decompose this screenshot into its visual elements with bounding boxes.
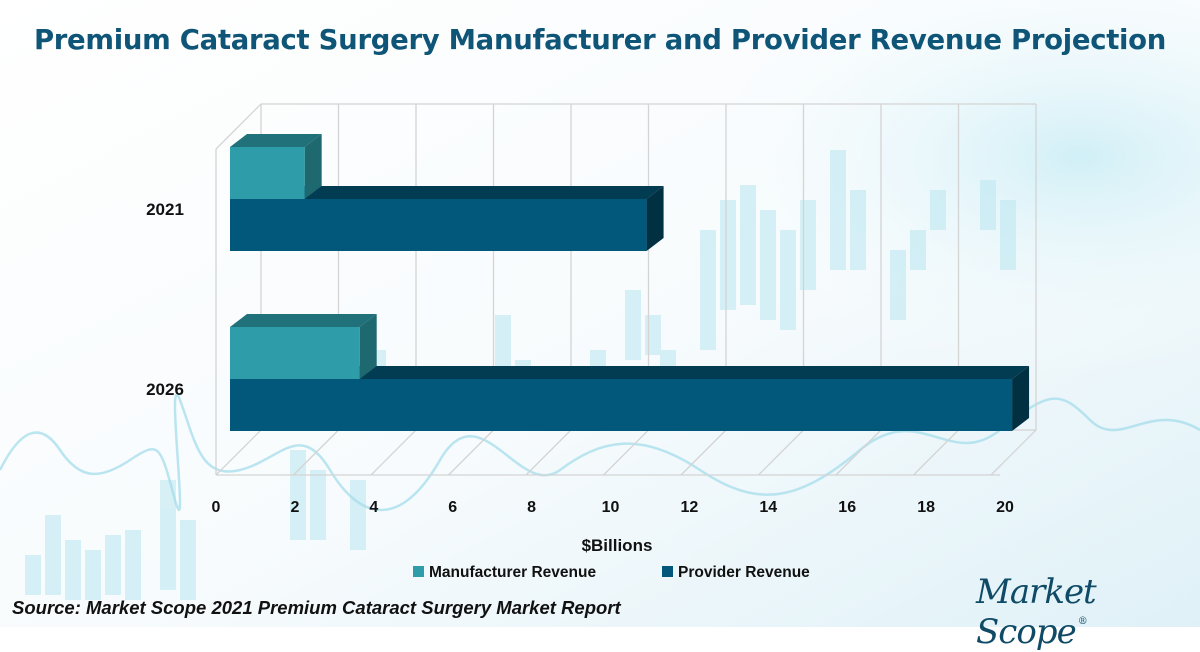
x-tick-label: 4 <box>369 499 378 516</box>
floor-gridline <box>293 429 339 476</box>
floor-gridline <box>913 429 959 476</box>
x-axis-ticks: 0 2 4 6 8 10 12 14 16 18 20 <box>212 499 1014 516</box>
background-decor-bar <box>700 230 716 350</box>
bar-side-face <box>646 186 664 251</box>
x-tick-label: 12 <box>681 499 699 516</box>
background-decor-bar <box>720 200 736 310</box>
bar-chart: 0 2 4 6 8 10 12 14 16 18 20 2021 2026 $Billions Man… <box>146 103 1037 581</box>
background-decor-bar <box>930 190 946 230</box>
bar-manufacturer-revenue-2026 <box>230 314 377 379</box>
background-decor-bar <box>830 150 846 270</box>
bar-side-face <box>359 314 377 379</box>
bar-provider-revenue-2026 <box>230 366 1030 431</box>
x-tick-label: 2 <box>290 499 299 516</box>
bar-front-face <box>230 199 647 251</box>
x-tick-label: 0 <box>212 499 221 516</box>
background-decor-bar <box>85 550 101 600</box>
floor-gridline <box>525 429 572 476</box>
bar-top-face <box>230 366 1030 379</box>
x-tick-label: 14 <box>759 499 777 516</box>
legend-item-provider-revenue: Provider Revenue <box>662 564 810 581</box>
category-label: 2026 <box>146 380 184 399</box>
chart-title: Premium Cataract Surgery Manufacturer an… <box>33 24 1167 56</box>
bar-front-face <box>230 147 305 199</box>
background-decor-bar <box>65 540 81 600</box>
legend-swatch <box>413 566 424 577</box>
registered-mark: ® <box>1077 616 1088 627</box>
background-decor-bar <box>910 230 926 270</box>
background-decor-bar <box>180 520 196 600</box>
floor-gridline <box>758 429 804 476</box>
floor-gridline <box>603 429 649 476</box>
background-decor-bar <box>980 180 996 230</box>
floor-gridline <box>448 429 494 476</box>
background-decor-bar <box>890 250 906 320</box>
bar-side-face <box>1012 366 1030 431</box>
background-decor-bar <box>850 190 866 270</box>
market-scope-logo: Market Scope ® <box>976 572 1200 652</box>
x-tick-label: 18 <box>917 499 935 516</box>
background-decor-bar <box>495 315 511 375</box>
x-tick-label: 16 <box>838 499 856 516</box>
floor-gridline <box>680 429 727 476</box>
y-axis-categories: 2021 2026 <box>146 200 184 399</box>
background-decor-bar <box>590 350 606 370</box>
x-tick-label: 6 <box>448 499 457 516</box>
bar-provider-revenue-2021 <box>230 186 664 251</box>
background-decor-bar <box>625 290 641 360</box>
bar-side-face <box>304 134 322 199</box>
logo-text: Market Scope <box>976 572 1097 652</box>
side-wall-top-edge <box>215 103 262 150</box>
background-decor-bar <box>45 515 61 595</box>
category-label: 2021 <box>146 200 184 219</box>
background-decor-bar <box>760 210 776 320</box>
floor-gridline <box>835 429 882 476</box>
bars <box>230 134 1030 431</box>
background-decor-bar <box>290 450 306 540</box>
background-decor-bar <box>105 535 121 595</box>
background-decor-bar <box>350 480 366 550</box>
background-decor-bar <box>160 480 176 590</box>
x-tick-label: 20 <box>996 499 1014 516</box>
legend-label: Provider Revenue <box>678 564 810 581</box>
background-decor-bar <box>740 185 756 305</box>
x-tick-label: 8 <box>527 499 536 516</box>
background-decor-bar <box>1000 200 1016 270</box>
bar-top-face <box>230 134 322 147</box>
background-decor-bar <box>780 230 796 330</box>
x-axis-label: $Billions <box>582 536 653 555</box>
floor-gridline <box>370 429 417 476</box>
bar-front-face <box>230 327 360 379</box>
source-note: Source: Market Scope 2021 Premium Catara… <box>12 597 621 618</box>
bar-manufacturer-revenue-2021 <box>230 134 322 199</box>
bar-top-face <box>230 186 664 199</box>
bar-front-face <box>230 379 1013 431</box>
legend: Manufacturer Revenue Provider Revenue <box>413 564 810 581</box>
background-decor-bar <box>310 470 326 540</box>
legend-item-manufacturer-revenue: Manufacturer Revenue <box>413 564 596 581</box>
background-decor-bar <box>125 530 141 600</box>
legend-swatch <box>662 566 673 577</box>
background-decor-bar <box>25 555 41 595</box>
floor-gridline <box>990 429 1037 476</box>
legend-label: Manufacturer Revenue <box>429 564 596 581</box>
x-tick-label: 10 <box>602 499 620 516</box>
background-decor-bar <box>660 350 676 370</box>
bar-top-face <box>230 314 377 327</box>
floor-gridline <box>215 429 262 476</box>
